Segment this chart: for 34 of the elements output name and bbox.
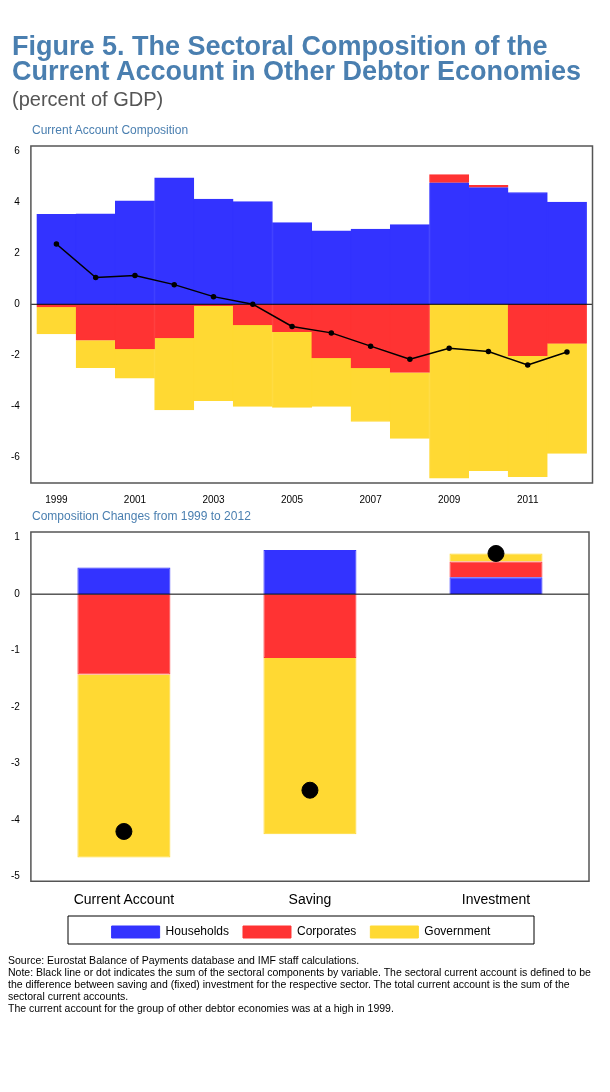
- x-tick-label: 2011: [516, 493, 539, 505]
- y-tick-label: -2: [10, 349, 21, 361]
- x-tick-label: 2007: [359, 493, 383, 505]
- y-tick-label: -4: [10, 400, 21, 412]
- y-tick-label: -3: [10, 757, 21, 769]
- y-tick-label: -6: [10, 451, 21, 463]
- chart-subtitle: (percent of GDP): [12, 88, 165, 111]
- x-tick-label: 2009: [438, 493, 461, 505]
- text: The current account for the group of other debtor economies was at a high in 1999.: [8, 1002, 395, 1014]
- chart-title: Figure 5. The Sectoral Composition of the Current Account in Other Debtor Economies: [11, 31, 583, 86]
- chart-title: Composition Changes from 1999 to 2012: [32, 509, 252, 523]
- y-tick-label: 6: [14, 144, 21, 156]
- x-tick-label: 2005: [280, 493, 304, 505]
- y-tick-label: 0: [14, 587, 21, 599]
- y-tick-label: -1: [10, 644, 21, 656]
- source-note: Source: Eurostat Balance of Payments database and IMF staff calculations.: [8, 954, 361, 966]
- legend-label: Government: [424, 924, 492, 939]
- y-tick-label: 4: [14, 195, 21, 207]
- y-tick-label: -5: [10, 870, 21, 882]
- legend-label: Households: [165, 924, 229, 939]
- y-tick-label: 1: [14, 531, 21, 543]
- x-tick-label: 1999: [45, 493, 68, 505]
- y-tick-label: -2: [10, 700, 21, 712]
- y-tick-label: 0: [14, 298, 21, 310]
- x-tick-label: 2003: [202, 493, 226, 505]
- text: Current Account Composition: [32, 123, 190, 137]
- x-tick-label: Current Account: [73, 891, 175, 908]
- y-tick-label: -4: [10, 813, 21, 825]
- x-tick-label: Investment: [461, 891, 531, 908]
- x-tick-label: Saving: [288, 891, 332, 908]
- x-tick-label: 2001: [123, 493, 147, 505]
- text: Note: Black line or dot indicates the sum of the sectoral components by variable. The sectoral current account is defined to be the difference between saving and (fixed) investment for the respective sector. The total current account is the sum of the sectoral current accounts.: [8, 966, 592, 1002]
- legend-label: Corporates: [296, 924, 357, 939]
- y-tick-label: 2: [14, 246, 21, 258]
